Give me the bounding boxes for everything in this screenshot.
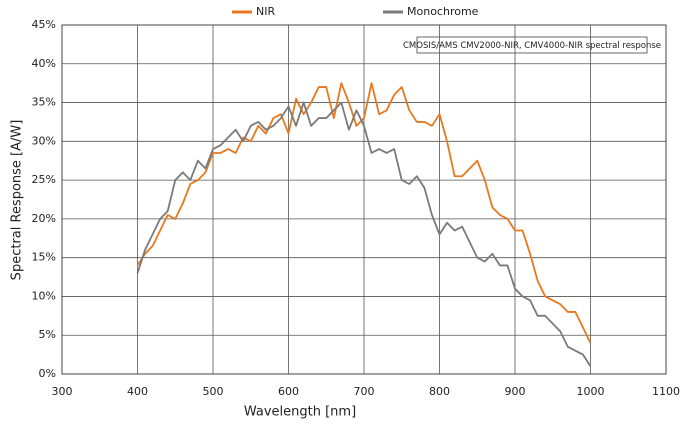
x-tick-label: 300 — [52, 385, 73, 398]
y-tick-label: 30% — [32, 134, 56, 147]
plot-frame — [61, 24, 667, 375]
y-tick-label: 35% — [32, 96, 56, 109]
y-tick-label: 25% — [32, 173, 56, 186]
y-tick-label: 5% — [39, 328, 56, 341]
y-tick-label: 45% — [32, 18, 56, 31]
x-axis-label: Wavelength [nm] — [244, 405, 356, 420]
y-tick-label: 40% — [32, 57, 56, 70]
legend-label: NIR — [256, 5, 275, 18]
y-tick-label: 0% — [39, 367, 56, 380]
y-tick-label: 15% — [32, 251, 56, 264]
x-tick-label: 700 — [354, 385, 375, 398]
x-tick-label: 400 — [127, 385, 148, 398]
x-tick-label: 500 — [203, 385, 224, 398]
y-tick-label: 10% — [32, 289, 56, 302]
x-tick-label: 1100 — [652, 385, 680, 398]
y-tick-label: 20% — [32, 212, 56, 225]
annotation-box — [416, 36, 648, 54]
series-line — [136, 82, 592, 344]
legend-label: Monochrome — [407, 5, 479, 18]
annotation: CMOSIS/AMS CMV2000-NIR, CMV4000-NIR spec… — [403, 41, 661, 51]
x-tick-label: 600 — [278, 385, 299, 398]
y-axis-label: Spectral Response [A/W] — [10, 120, 25, 281]
x-tick-label: 900 — [505, 385, 526, 398]
x-tick-label: 800 — [429, 385, 450, 398]
x-tick-label: 1000 — [577, 385, 605, 398]
series-line — [136, 101, 592, 367]
